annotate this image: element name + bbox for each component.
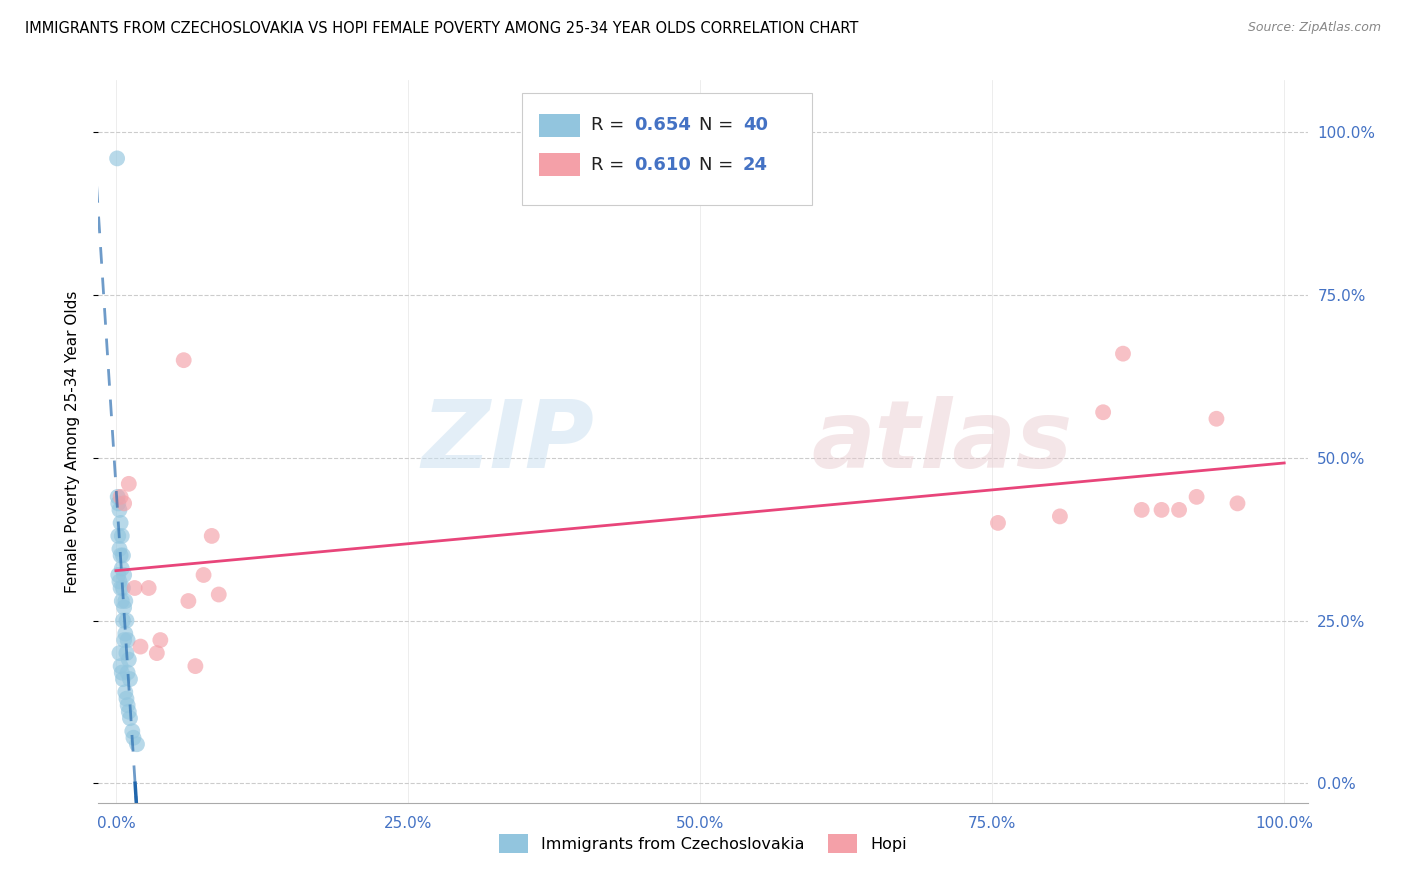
- Point: [124, 581, 146, 595]
- Point: [107, 490, 129, 504]
- Point: [112, 568, 135, 582]
- Point: [193, 568, 215, 582]
- FancyBboxPatch shape: [538, 113, 579, 136]
- Point: [1150, 503, 1173, 517]
- Text: N =: N =: [699, 116, 740, 134]
- Point: [107, 529, 129, 543]
- Text: R =: R =: [591, 156, 630, 174]
- Point: [110, 549, 132, 563]
- Point: [110, 659, 132, 673]
- Point: [118, 476, 141, 491]
- FancyBboxPatch shape: [538, 153, 579, 177]
- Point: [117, 665, 139, 680]
- Text: 0.654: 0.654: [634, 116, 690, 134]
- Point: [114, 626, 136, 640]
- Text: N =: N =: [699, 156, 740, 174]
- Point: [112, 600, 135, 615]
- Point: [1205, 411, 1227, 425]
- Point: [110, 581, 132, 595]
- Point: [118, 672, 141, 686]
- Legend: Immigrants from Czechoslovakia, Hopi: Immigrants from Czechoslovakia, Hopi: [494, 828, 912, 860]
- Point: [114, 685, 136, 699]
- Point: [108, 574, 131, 589]
- Point: [111, 581, 134, 595]
- Point: [1130, 503, 1153, 517]
- Text: atlas: atlas: [811, 395, 1073, 488]
- Point: [115, 646, 138, 660]
- Point: [121, 724, 143, 739]
- Point: [987, 516, 1010, 530]
- Point: [111, 561, 134, 575]
- Point: [111, 614, 134, 628]
- Y-axis label: Female Poverty Among 25-34 Year Olds: Female Poverty Among 25-34 Year Olds: [65, 291, 80, 592]
- Point: [118, 705, 141, 719]
- Point: [208, 587, 231, 601]
- Point: [146, 646, 169, 660]
- Point: [111, 549, 134, 563]
- Point: [114, 594, 136, 608]
- Point: [1226, 496, 1249, 510]
- Text: 40: 40: [742, 116, 768, 134]
- Text: IMMIGRANTS FROM CZECHOSLOVAKIA VS HOPI FEMALE POVERTY AMONG 25-34 YEAR OLDS CORR: IMMIGRANTS FROM CZECHOSLOVAKIA VS HOPI F…: [25, 21, 859, 36]
- Point: [112, 496, 135, 510]
- Point: [173, 353, 195, 368]
- FancyBboxPatch shape: [522, 93, 811, 204]
- Text: R =: R =: [591, 116, 630, 134]
- Point: [111, 665, 134, 680]
- Point: [110, 490, 132, 504]
- Text: 0.610: 0.610: [634, 156, 690, 174]
- Point: [111, 672, 134, 686]
- Point: [125, 737, 148, 751]
- Point: [122, 731, 145, 745]
- Point: [117, 633, 139, 648]
- Point: [112, 633, 135, 648]
- Point: [1112, 346, 1135, 360]
- Point: [111, 529, 134, 543]
- Point: [118, 652, 141, 666]
- Point: [118, 711, 141, 725]
- Point: [177, 594, 200, 608]
- Point: [115, 614, 138, 628]
- Point: [107, 568, 129, 582]
- Point: [138, 581, 160, 595]
- Point: [1049, 509, 1071, 524]
- Point: [1092, 405, 1115, 419]
- Text: Source: ZipAtlas.com: Source: ZipAtlas.com: [1247, 21, 1381, 34]
- Point: [108, 541, 131, 556]
- Text: 24: 24: [742, 156, 768, 174]
- Point: [1168, 503, 1191, 517]
- Point: [108, 646, 131, 660]
- Point: [129, 640, 152, 654]
- Point: [149, 633, 172, 648]
- Point: [110, 516, 132, 530]
- Point: [107, 496, 129, 510]
- Text: ZIP: ZIP: [422, 395, 595, 488]
- Point: [108, 503, 131, 517]
- Point: [115, 691, 138, 706]
- Point: [184, 659, 207, 673]
- Point: [201, 529, 224, 543]
- Point: [105, 152, 128, 166]
- Point: [1185, 490, 1208, 504]
- Point: [111, 594, 134, 608]
- Point: [117, 698, 139, 713]
